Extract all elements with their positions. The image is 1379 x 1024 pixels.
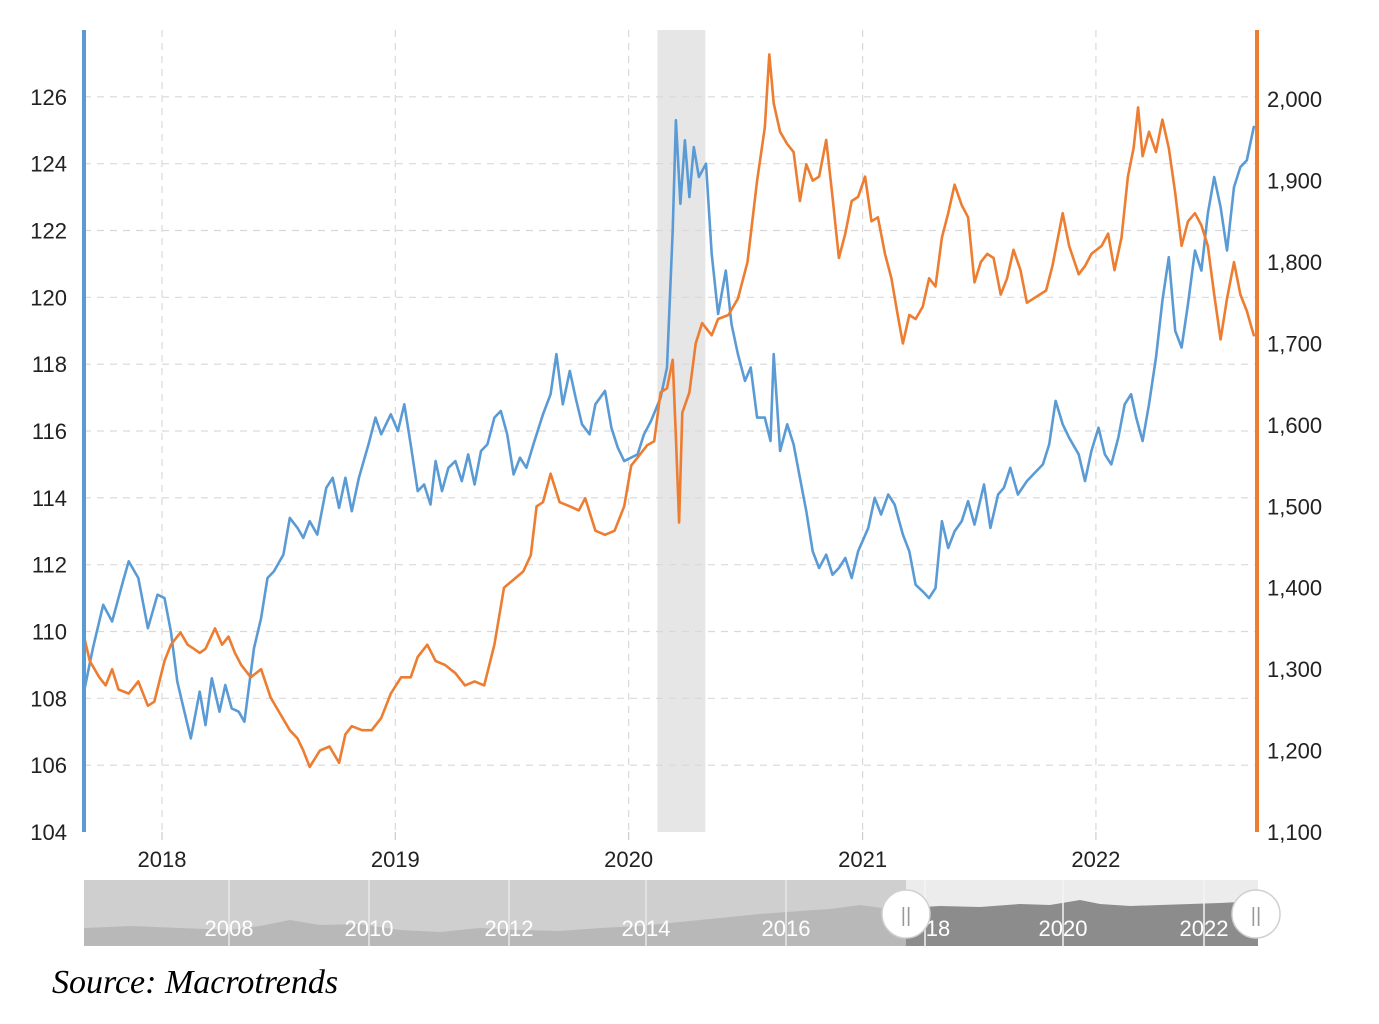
navigator-label: 2020 (1039, 916, 1088, 941)
y-left-tick-label: 112 (32, 553, 67, 578)
navigator-handle-left[interactable]: || (881, 889, 931, 939)
y-left-tick-label: 118 (32, 352, 67, 377)
y-left-tick-label: 108 (30, 686, 67, 711)
y-left-tick-label: 110 (32, 620, 67, 645)
right-axis-tick-labels: 1,100 1,200 1,300 1,400 1,500 1,600 1,700 1,800… (1267, 87, 1322, 845)
y-left-tick-label: 122 (30, 219, 67, 244)
y-left-tick-label: 114 (32, 486, 67, 511)
y-right-tick-label: 1,800 (1267, 250, 1322, 275)
y-left-tick-label: 126 (30, 85, 67, 110)
x-tick-label: 2019 (371, 847, 420, 872)
y-left-tick-label: 124 (30, 152, 67, 177)
x-axis-tick-labels: 2018 2019 2020 2021 2022 (138, 847, 1121, 872)
x-tick-label: 2021 (838, 847, 887, 872)
y-right-tick-label: 1,300 (1267, 657, 1322, 682)
handle-right-grip-icon: || (1251, 905, 1261, 927)
y-right-tick-label: 2,000 (1267, 87, 1322, 112)
navigator-label: 2014 (622, 916, 671, 941)
grid-layer (84, 30, 1257, 840)
range-navigator[interactable]: 2008 2010 2012 2014 2016 18 2020 2022 ||… (84, 880, 1281, 946)
y-right-tick-label: 1,500 (1267, 494, 1322, 519)
handle-right-circle[interactable] (1231, 889, 1281, 939)
series-line-1 (82, 118, 1256, 740)
x-tick-label: 2022 (1071, 847, 1120, 872)
x-tick-label: 2020 (604, 847, 653, 872)
handle-left-grip-icon: || (901, 905, 911, 927)
navigator-area-unselected (84, 905, 906, 946)
y-left-tick-label: 106 (30, 753, 67, 778)
left-axis-tick-labels: 104 106 108 110 112 114 116 118 120 122 124 126 (30, 85, 67, 845)
y-right-tick-label: 1,400 (1267, 576, 1322, 601)
series-line-2 (82, 53, 1256, 769)
series-layer (82, 53, 1256, 769)
x-tick-label: 2018 (138, 847, 187, 872)
y-left-tick-label: 120 (30, 285, 67, 310)
y-right-tick-label: 1,100 (1267, 820, 1322, 845)
navigator-handle-right[interactable]: || (1231, 889, 1281, 939)
navigator-label: 2022 (1180, 916, 1229, 941)
navigator-area-selected (906, 895, 1258, 946)
navigator-label: 2010 (345, 916, 394, 941)
axis-lines (82, 30, 1259, 832)
y-right-tick-label: 1,700 (1267, 331, 1322, 356)
y-left-tick-label: 116 (32, 419, 67, 444)
navigator-label: 2012 (485, 916, 534, 941)
y-right-tick-label: 1,600 (1267, 413, 1322, 438)
y-left-tick-label: 104 (30, 820, 67, 845)
handle-left-circle[interactable] (881, 889, 931, 939)
navigator-label: 2016 (762, 916, 811, 941)
navigator-label: 2008 (205, 916, 254, 941)
y-right-tick-label: 1,900 (1267, 169, 1322, 194)
y-right-tick-label: 1,200 (1267, 739, 1322, 764)
source-caption: Source: Macrotrends (52, 964, 339, 1001)
